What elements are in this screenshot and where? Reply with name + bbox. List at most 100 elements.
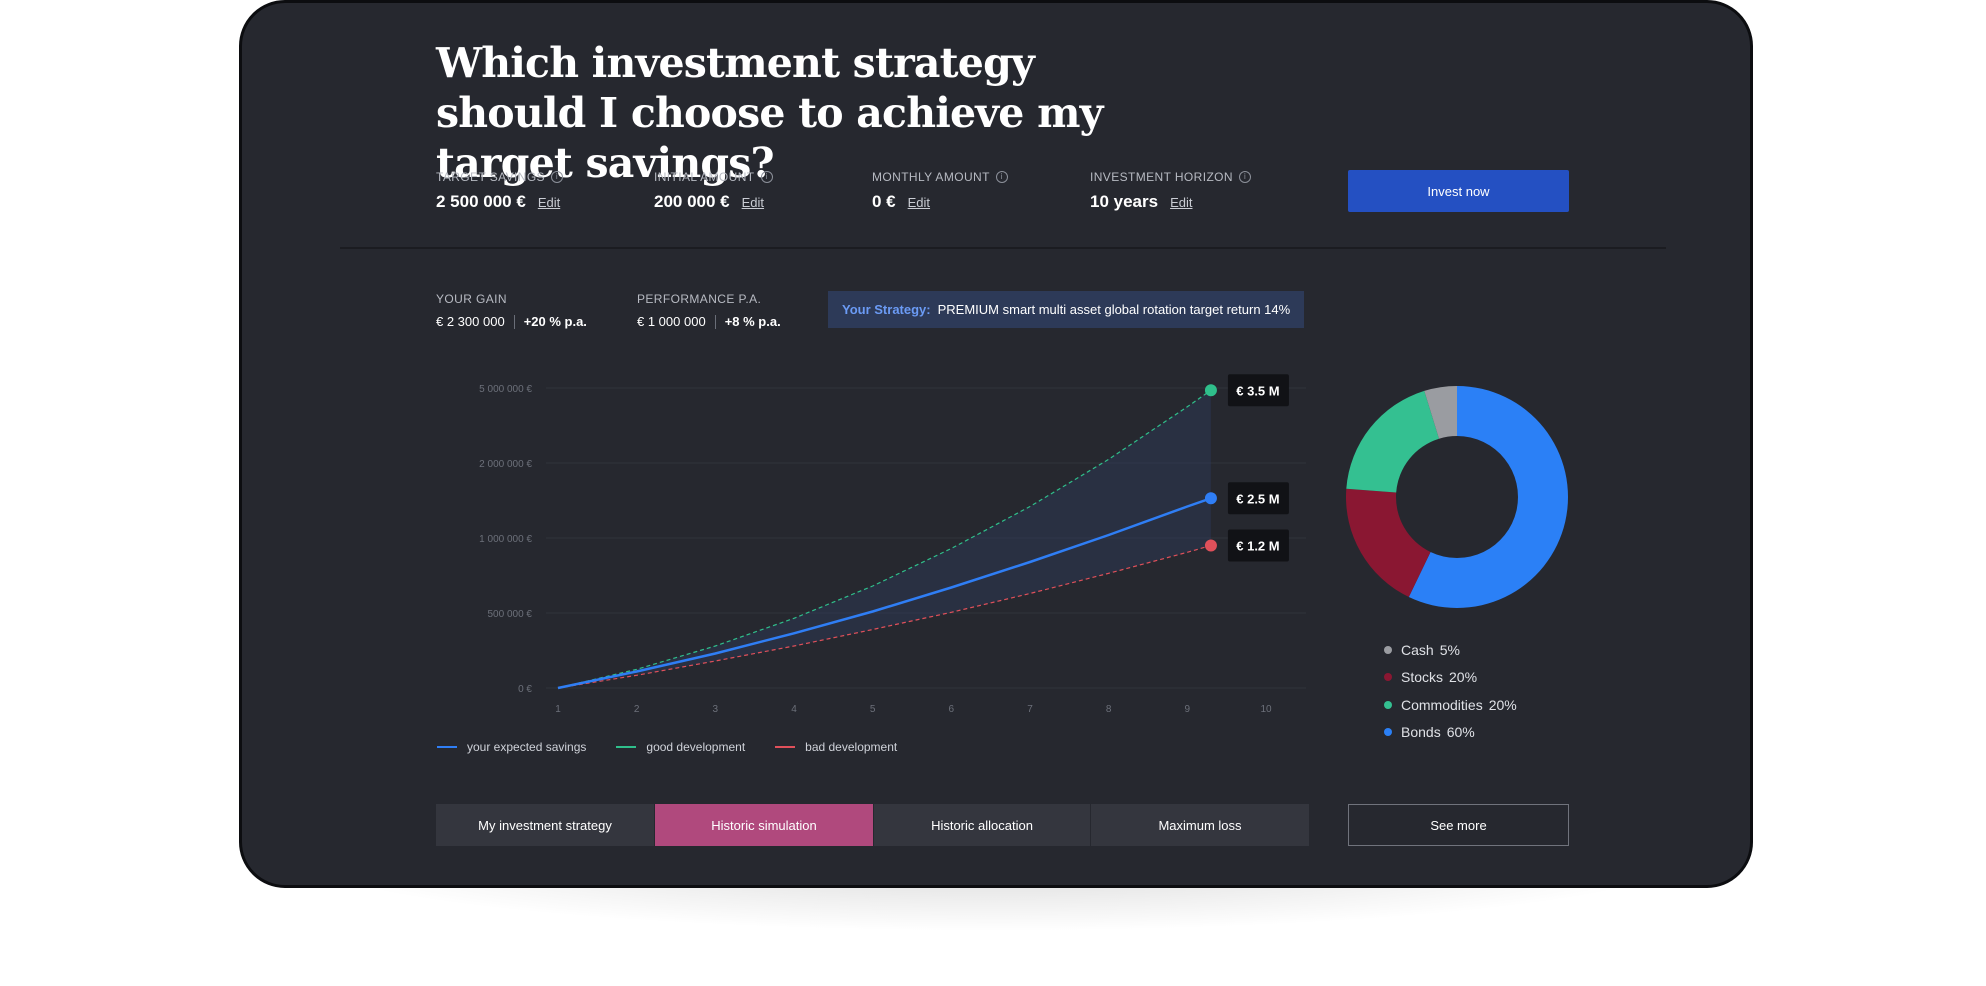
x-tick-label: 8 [1106,704,1112,715]
info-icon[interactable]: i [550,171,563,183]
allocation-label: Commodities [1401,696,1483,713]
view-tabs: My investment strategy Historic simulati… [436,804,1310,846]
separator [714,314,716,329]
end-value-label: € 1.2 M [1236,539,1279,554]
metric-label: MONTHLY AMOUNT [872,170,990,184]
info-icon[interactable]: i [760,171,773,183]
metric-target-savings: TARGET SAVINGS i 2 500 000 € Edit [436,168,563,212]
allocation-label: Bonds [1401,724,1441,741]
legend-dot [1384,700,1392,709]
metric-initial-amount: INITIAL AMOUNT i 200 000 € Edit [654,168,773,212]
legend-label: bad development [805,740,898,754]
gain-percent: +8 % p.a. [724,314,781,329]
metric-label: INITIAL AMOUNT [654,170,755,184]
metric-investment-horizon: INVESTMENT HORIZON i 10 years Edit [1090,168,1251,212]
metric-label: TARGET SAVINGS [436,170,545,184]
metric-value: 200 000 € [654,192,730,211]
strategy-label: Your Strategy: [842,302,931,317]
legend-swatch [437,746,457,748]
allocation-legend-item: Bonds 60% [1384,719,1517,747]
allocation-legend-item: Commodities 20% [1384,691,1517,719]
end-value-label: € 2.5 M [1236,491,1279,506]
legend-item-bad: bad development [775,740,897,754]
chart-legend: your expected savings good development b… [437,740,927,754]
series-line-good-development [557,389,1212,689]
performance-pa: PERFORMANCE P.A. € 1 000 000 +8 % p.a. [637,292,781,329]
gain-percent: +20 % p.a. [523,314,587,329]
series-line-bad-development [557,544,1212,689]
y-tick-label: 0 € [518,684,532,695]
y-tick-label: 5 000 000 € [479,384,532,395]
allocation-legend: Cash 5% Stocks 20% Commodities 20% Bonds 60% [1384,636,1517,746]
see-more-button[interactable]: See more [1348,804,1569,846]
separator [513,314,515,329]
gain-amount: € 2 300 000 [436,314,505,329]
legend-swatch [775,746,796,748]
legend-label: your expected savings [467,740,587,754]
metric-label: INVESTMENT HORIZON [1090,170,1233,184]
x-tick-label: 9 [1185,704,1191,715]
y-tick-label: 500 000 € [488,609,533,620]
edit-investment-horizon-link[interactable]: Edit [1170,195,1193,210]
section-divider [340,247,1666,249]
legend-dot [1384,673,1392,682]
x-tick-label: 2 [634,704,640,715]
allocation-percent: 5% [1439,641,1460,658]
tab-historic-allocation[interactable]: Historic allocation [874,804,1090,846]
tab-maximum-loss[interactable]: Maximum loss [1091,804,1309,846]
x-tick-label: 4 [791,704,797,715]
allocation-percent: 60% [1446,724,1475,741]
allocation-label: Cash [1401,641,1434,658]
end-label-box [1227,482,1289,515]
metric-value: 10 years [1090,192,1159,211]
donut-slice-commodities [1346,390,1440,493]
end-value-label: € 3.5 M [1236,383,1279,398]
your-gain: YOUR GAIN € 2 300 000 +20 % p.a. [436,292,587,329]
legend-swatch [616,746,637,748]
y-tick-label: 1 000 000 € [479,534,532,545]
allocation-legend-item: Cash 5% [1384,636,1517,664]
series-end-point [1204,539,1217,552]
info-icon[interactable]: i [995,171,1008,183]
allocation-percent: 20% [1488,696,1517,713]
gain-label: YOUR GAIN [436,292,507,306]
metric-monthly-amount: MONTHLY AMOUNT i 0 € Edit [872,168,1008,212]
series-end-point [1204,492,1217,505]
legend-label: good development [646,740,746,754]
invest-now-button[interactable]: Invest now [1348,170,1569,212]
edit-initial-amount-link[interactable]: Edit [741,195,765,210]
gain-label: PERFORMANCE P.A. [637,292,762,306]
allocation-percent: 20% [1449,669,1478,686]
donut-slice-cash [1424,386,1457,439]
metric-value: 2 500 000 € [436,192,526,211]
legend-dot [1384,645,1392,654]
metric-value: 0 € [872,192,896,211]
series-line-your-expected-savings [557,497,1212,690]
x-tick-label: 10 [1260,704,1272,715]
strategy-banner: Your Strategy: PREMIUM smart multi asset… [828,291,1304,328]
end-label-box [1227,374,1289,407]
series-end-point [1204,384,1217,397]
info-icon[interactable]: i [1239,171,1251,183]
x-tick-label: 7 [1027,704,1033,715]
savings-projection-chart: 0 € 500 000 € 1 000 000 € 2 000 000 € 5 000 … [479,374,1306,715]
end-label-box [1227,529,1289,562]
donut-slice-bonds [1408,386,1568,608]
x-tick-label: 5 [870,704,876,715]
y-tick-label: 2 000 000 € [479,459,532,470]
gain-amount: € 1 000 000 [637,314,706,329]
donut-slice-stocks [1346,488,1431,598]
edit-target-savings-link[interactable]: Edit [537,195,561,210]
allocation-label: Stocks [1401,669,1444,686]
edit-monthly-amount-link[interactable]: Edit [907,195,931,210]
legend-dot [1384,728,1392,737]
page-title: Which investment strategy should I choos… [436,39,1103,187]
legend-item-expected: your expected savings [437,740,586,754]
x-tick-label: 3 [713,704,719,715]
confidence-band [558,390,1211,688]
tab-my-investment-strategy[interactable]: My investment strategy [436,804,654,846]
tab-historic-simulation[interactable]: Historic simulation [655,804,873,846]
strategy-value: PREMIUM smart multi asset global rotatio… [937,302,1291,317]
allocation-legend-item: Stocks 20% [1384,664,1517,692]
x-tick-label: 1 [555,704,561,715]
